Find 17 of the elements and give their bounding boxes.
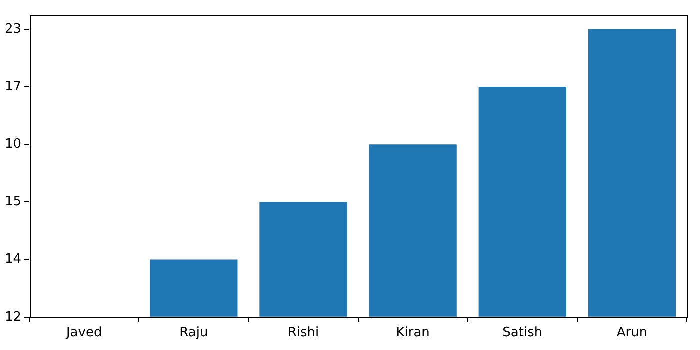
- category-label: 15: [4, 194, 22, 210]
- x-tick-label: Javed: [65, 326, 102, 341]
- bar: [478, 87, 566, 317]
- x-tick-label: Kiran: [396, 326, 430, 341]
- x-tick-label: Rishi: [288, 326, 320, 341]
- x-tick-label: Satish: [502, 326, 543, 341]
- bar: [369, 144, 457, 317]
- category-label: 10: [4, 136, 22, 152]
- bar: [588, 29, 676, 317]
- category-label: 17: [4, 79, 22, 94]
- x-tick-label: Arun: [616, 326, 648, 341]
- category-label: 14: [4, 252, 22, 268]
- x-tick-label: Raju: [180, 326, 208, 341]
- category-label: 12: [4, 310, 22, 325]
- category-label: 23: [4, 22, 22, 37]
- bar: [150, 260, 238, 317]
- bar: [260, 202, 348, 317]
